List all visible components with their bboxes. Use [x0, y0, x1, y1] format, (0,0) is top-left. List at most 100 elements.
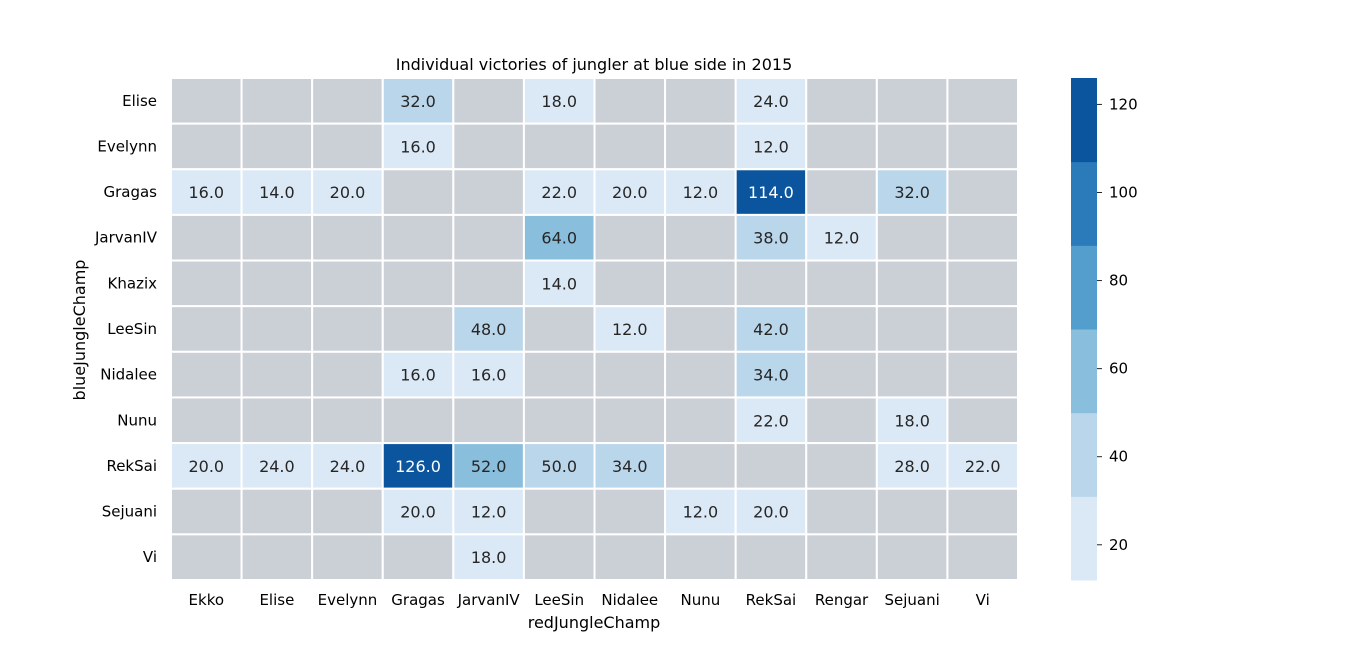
cell-value-label: 20.0: [612, 183, 648, 202]
heatmap-cell: [522, 350, 596, 399]
heatmap-cell: [311, 259, 384, 308]
heatmap-cell: [311, 122, 384, 171]
heatmap-cell: [170, 259, 243, 308]
cell-value-label: 42.0: [753, 320, 789, 339]
heatmap-cell: [734, 305, 808, 353]
heatmap-cell: [452, 396, 525, 445]
heatmap-cell: [664, 259, 737, 308]
heatmap-cell: [170, 350, 243, 399]
x-tick-labels: Ekko Elise Evelynn Gragas JarvanIV LeeSin Nida…: [189, 591, 990, 609]
heatmap-cell: [664, 396, 737, 445]
cell-value-label: 22.0: [965, 457, 1001, 476]
heatmap-cell: [522, 213, 596, 262]
y-tick-label: Sejuani: [102, 503, 157, 521]
heatmap-cell: [593, 487, 667, 536]
heatmap-cell: [664, 213, 737, 262]
heatmap-cell: [452, 122, 525, 171]
heatmap-cell: [522, 305, 596, 353]
heatmap-cell: [522, 396, 596, 445]
colorbar-segment: [1071, 329, 1097, 414]
cell-value-label: 32.0: [400, 92, 436, 111]
cell-value-label: 16.0: [188, 183, 224, 202]
heatmap-cell: [805, 487, 878, 536]
heatmap-cell: [452, 350, 525, 399]
heatmap-cell: [170, 77, 243, 125]
x-tick-label: Nunu: [681, 591, 721, 609]
heatmap-cell: [593, 168, 667, 216]
heatmap-cell: [875, 259, 949, 308]
colorbar-segment: [1071, 161, 1097, 246]
cell-value-label: 34.0: [612, 457, 648, 476]
heatmap-cell: [805, 305, 878, 353]
heatmap-cell: [664, 442, 737, 490]
heatmap-cell: [381, 396, 455, 445]
heatmap-cell: [946, 259, 1020, 308]
heatmap-cell: [593, 122, 667, 171]
heatmap-cell: [805, 122, 878, 171]
heatmap-cell: [664, 122, 737, 171]
cell-value-label: 22.0: [541, 183, 577, 202]
heatmap-cell: [170, 305, 243, 353]
heatmap-cell: [452, 259, 525, 308]
heatmap-cell: [311, 396, 384, 445]
heatmap-cell: [875, 77, 949, 125]
x-tick-label: Gragas: [391, 591, 445, 609]
heatmap-cell: [875, 533, 949, 582]
colorbar-tick-label: 100: [1109, 183, 1138, 201]
heatmap-cell: [593, 350, 667, 399]
heatmap-cell: [875, 487, 949, 536]
heatmap-cell: [875, 350, 949, 399]
cell-value-label: 126.0: [395, 457, 441, 476]
heatmap-cell: [946, 305, 1020, 353]
x-tick-label: Vi: [976, 591, 990, 609]
heatmap-cell: [805, 396, 878, 445]
colorbar-tick-label: 120: [1109, 95, 1138, 113]
heatmap-cell: [240, 77, 314, 125]
heatmap-cell: [381, 213, 455, 262]
cell-value-label: 20.0: [753, 503, 789, 522]
heatmap-cell: [522, 533, 596, 582]
x-tick-label: Sejuani: [884, 591, 939, 609]
heatmap-cell: [946, 122, 1020, 171]
heatmap-cell: [946, 168, 1020, 216]
heatmap-cell: [311, 305, 384, 353]
heatmap-cell: [805, 259, 878, 308]
heatmap-cell: [593, 396, 667, 445]
heatmap-cell: [946, 396, 1020, 445]
heatmap-cell: [522, 122, 596, 171]
heatmap-cell: [593, 305, 667, 353]
cell-value-label: 18.0: [471, 548, 507, 567]
heatmap-cell: [381, 77, 455, 125]
cell-value-label: 22.0: [753, 411, 789, 430]
cell-value-label: 20.0: [400, 503, 436, 522]
heatmap-cell: [170, 168, 243, 216]
x-tick-label: JarvanIV: [457, 591, 521, 609]
heatmap-cell: [805, 533, 878, 582]
heatmap-cell: [734, 442, 808, 490]
cell-value-label: 14.0: [259, 183, 295, 202]
cell-value-label: 16.0: [471, 366, 507, 385]
y-tick-label: Evelynn: [97, 137, 157, 155]
cell-value-label: 52.0: [471, 457, 507, 476]
y-tick-labels: Elise Evelynn Gragas JarvanIV Khazix LeeSin Ni…: [94, 92, 158, 566]
cell-value-label: 18.0: [894, 411, 930, 430]
heatmap-cell: [240, 259, 314, 308]
x-tick-label: RekSai: [746, 591, 797, 609]
heatmap-cell: [522, 442, 596, 490]
y-tick-label: Nunu: [117, 411, 157, 429]
cell-value-label: 12.0: [471, 503, 507, 522]
x-tick-label: Evelynn: [318, 591, 378, 609]
heatmap-cell: [452, 487, 525, 536]
cell-value-label: 12.0: [612, 320, 648, 339]
heatmap-cell: [805, 442, 878, 490]
heatmap-cell: [240, 305, 314, 353]
heatmap-cell: [311, 77, 384, 125]
chart-title: Individual victories of jungler at blue …: [396, 55, 793, 74]
colorbar-tick-labels: 20 40 60 80 100 120: [1097, 95, 1138, 554]
heatmap-cell: [593, 77, 667, 125]
heatmap-cell: [381, 305, 455, 353]
heatmap-cell: [734, 350, 808, 399]
heatmap-cell: [240, 350, 314, 399]
heatmap-cell: [946, 487, 1020, 536]
cell-value-label: 16.0: [400, 366, 436, 385]
